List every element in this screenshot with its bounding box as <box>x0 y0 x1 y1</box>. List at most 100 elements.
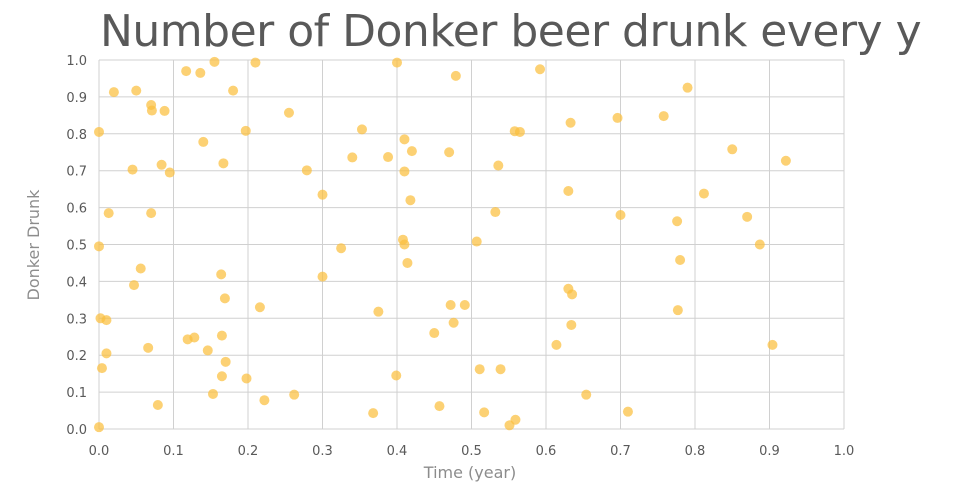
data-point <box>135 263 146 274</box>
y-tick-label: 0.1 <box>66 386 87 401</box>
data-point <box>399 239 410 250</box>
data-point <box>429 328 440 339</box>
data-point <box>479 407 490 418</box>
x-tick-label: 0.4 <box>387 444 408 459</box>
data-point <box>471 236 482 247</box>
data-point <box>383 152 394 163</box>
data-point <box>241 373 252 384</box>
data-point <box>563 185 574 196</box>
data-point <box>347 152 358 163</box>
data-point <box>495 364 506 375</box>
data-point <box>216 371 227 382</box>
data-point <box>459 300 470 311</box>
data-point <box>216 330 227 341</box>
data-point <box>159 105 170 116</box>
data-point <box>373 306 384 317</box>
data-point <box>493 160 504 171</box>
data-point <box>675 254 686 265</box>
data-point <box>94 422 104 433</box>
data-point <box>254 302 265 313</box>
data-point <box>581 389 592 400</box>
data-point <box>566 319 577 330</box>
data-point <box>565 117 576 128</box>
data-point <box>399 134 410 145</box>
data-point <box>535 64 546 75</box>
data-point <box>189 332 200 343</box>
data-point <box>336 243 347 254</box>
data-point <box>195 67 206 78</box>
data-point <box>94 126 104 137</box>
y-tick-label: 0.7 <box>66 165 87 180</box>
y-tick-label: 0.8 <box>66 128 87 143</box>
y-tick-label: 0.6 <box>66 202 87 217</box>
data-point <box>780 155 791 166</box>
data-point <box>658 111 669 122</box>
data-point <box>356 124 367 135</box>
y-tick-label: 0.3 <box>66 312 87 327</box>
data-point <box>216 269 227 280</box>
data-point <box>146 208 157 219</box>
data-point <box>490 207 501 218</box>
x-tick-label: 0.1 <box>163 444 184 459</box>
x-tick-label: 0.5 <box>461 444 482 459</box>
data-point <box>259 395 270 406</box>
data-point <box>129 280 140 291</box>
x-tick-label: 0.6 <box>536 444 557 459</box>
data-point <box>567 289 578 300</box>
data-point <box>228 85 239 96</box>
data-point <box>551 339 562 350</box>
data-point <box>198 136 209 147</box>
data-point <box>474 364 485 375</box>
data-points <box>94 56 791 433</box>
y-tick-label: 0.4 <box>66 275 87 290</box>
x-tick-label: 1.0 <box>834 444 855 459</box>
data-point <box>131 85 142 96</box>
data-point <box>164 167 175 178</box>
data-point <box>672 305 683 316</box>
data-point <box>143 342 154 353</box>
data-point <box>108 87 119 98</box>
data-point <box>406 146 417 157</box>
data-point <box>399 166 410 177</box>
data-point <box>742 211 753 222</box>
data-point <box>156 159 167 170</box>
data-point <box>301 165 312 176</box>
data-point <box>448 317 459 328</box>
y-tick-label: 0.0 <box>66 423 87 438</box>
data-point <box>202 345 213 356</box>
data-point <box>209 56 220 67</box>
data-point <box>672 216 683 227</box>
data-point <box>220 356 231 367</box>
x-tick-label: 0.3 <box>312 444 333 459</box>
data-point <box>698 188 709 199</box>
data-point <box>767 339 778 350</box>
data-point <box>218 158 229 169</box>
data-point <box>510 414 521 425</box>
data-point <box>181 66 192 77</box>
data-point <box>612 112 623 123</box>
data-point <box>94 241 104 252</box>
tick-labels: 0.0 0.1 0.2 0.3 0.4 0.5 0.6 0.7 0.8 0.9 1.0 0.0 0.1 0… <box>66 54 854 459</box>
data-point <box>152 400 163 411</box>
data-point <box>450 70 461 81</box>
data-point <box>146 105 157 116</box>
data-point <box>101 348 112 359</box>
data-point <box>391 370 402 381</box>
y-tick-label: 1.0 <box>66 54 87 69</box>
data-point <box>127 164 138 175</box>
data-point <box>317 189 328 200</box>
data-point <box>402 257 413 268</box>
grid <box>98 59 845 430</box>
data-point <box>392 57 402 68</box>
data-point <box>434 401 445 412</box>
chart-title: Number of Donker beer drunk every y <box>100 6 922 57</box>
data-point <box>103 208 114 219</box>
data-point <box>445 300 456 311</box>
y-tick-label: 0.2 <box>66 349 87 364</box>
data-point <box>101 315 112 326</box>
data-point <box>96 363 107 374</box>
x-tick-label: 0.2 <box>238 444 259 459</box>
x-axis-title: Time (year) <box>423 463 516 482</box>
data-point <box>754 239 765 250</box>
